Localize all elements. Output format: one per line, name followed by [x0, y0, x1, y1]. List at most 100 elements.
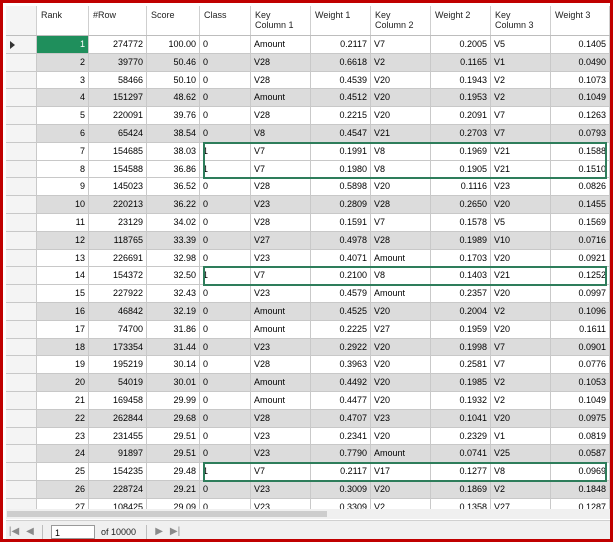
cell-key2[interactable]: Amount — [371, 285, 431, 302]
cell-class[interactable]: 1 — [200, 142, 251, 160]
cell-key2[interactable]: V20 — [371, 374, 431, 391]
cell-w2[interactable]: 0.2005 — [431, 36, 491, 53]
cell-class[interactable]: 0 — [200, 445, 251, 463]
cell-key1[interactable]: V7 — [251, 160, 311, 178]
cell-w3[interactable]: 0.1252 — [551, 267, 610, 285]
cell-key2[interactable]: V23 — [371, 409, 431, 427]
cell-row[interactable]: 195219 — [89, 356, 147, 374]
cell-rank[interactable]: 3 — [37, 71, 89, 89]
row-header-cell[interactable] — [6, 249, 37, 267]
cell-w3[interactable]: 0.0587 — [551, 445, 610, 463]
cell-score[interactable]: 32.43 — [147, 285, 200, 302]
row-header-cell[interactable] — [6, 427, 37, 445]
cell-score[interactable]: 32.19 — [147, 302, 200, 320]
cell-w2[interactable]: 0.1905 — [431, 160, 491, 178]
cell-key1[interactable]: V23 — [251, 445, 311, 463]
cell-w3[interactable]: 0.0969 — [551, 463, 610, 480]
cell-key1[interactable]: Amount — [251, 391, 311, 409]
cell-w1[interactable]: 0.4525 — [311, 302, 371, 320]
table-row[interactable]: 9 145023 36.52 0 V28 0.5898 V20 0.1116 V23 0.0826 — [6, 178, 610, 197]
cell-row[interactable]: 54019 — [89, 374, 147, 391]
cell-w3[interactable]: 0.0901 — [551, 338, 610, 356]
cell-key2[interactable]: V20 — [371, 338, 431, 356]
cell-w1[interactable]: 0.1591 — [311, 213, 371, 231]
cell-score[interactable]: 32.50 — [147, 267, 200, 285]
cell-w2[interactable]: 0.0741 — [431, 445, 491, 463]
table-row[interactable]: 4 151297 48.62 0 Amount 0.4512 V20 0.1953 V2 0.10… — [6, 89, 610, 108]
cell-class[interactable]: 0 — [200, 285, 251, 302]
cell-key3[interactable]: V21 — [491, 142, 551, 160]
table-row[interactable]: 23 231455 29.51 0 V23 0.2341 V20 0.2329 V1 0.0819 — [6, 427, 610, 446]
cell-w1[interactable]: 0.4512 — [311, 89, 371, 107]
cell-w2[interactable]: 0.2703 — [431, 124, 491, 142]
cell-score[interactable]: 39.76 — [147, 107, 200, 124]
cell-key3[interactable]: V20 — [491, 196, 551, 213]
cell-row[interactable]: 154588 — [89, 160, 147, 178]
table-row[interactable]: 1 274772 100.00 0 Amount 0.2117 V7 0.2005 V5 0.14… — [6, 36, 610, 54]
cell-score[interactable]: 36.52 — [147, 178, 200, 196]
cell-w1[interactable]: 0.4071 — [311, 249, 371, 267]
row-header-cell[interactable] — [6, 480, 37, 498]
cell-class[interactable]: 0 — [200, 231, 251, 249]
cell-row[interactable]: 74700 — [89, 320, 147, 338]
row-header-cell[interactable] — [6, 107, 37, 124]
table-row[interactable]: 11 23129 34.02 0 V28 0.1591 V7 0.1578 V5 0.1569 — [6, 213, 610, 232]
column-header-score[interactable]: Score — [147, 6, 200, 35]
cell-score[interactable]: 29.21 — [147, 480, 200, 498]
cell-key3[interactable]: V10 — [491, 231, 551, 249]
cell-w3[interactable]: 0.1588 — [551, 142, 610, 160]
cell-w3[interactable]: 0.0716 — [551, 231, 610, 249]
cell-key2[interactable]: V20 — [371, 71, 431, 89]
cell-w2[interactable]: 0.1932 — [431, 391, 491, 409]
cell-w1[interactable]: 0.4978 — [311, 231, 371, 249]
cell-rank[interactable]: 17 — [37, 320, 89, 338]
cell-key3[interactable]: V25 — [491, 445, 551, 463]
cell-w2[interactable]: 0.1578 — [431, 213, 491, 231]
row-header-cell[interactable] — [6, 231, 37, 249]
cell-rank[interactable]: 13 — [37, 249, 89, 267]
cell-class[interactable]: 0 — [200, 374, 251, 391]
cell-w3[interactable]: 0.0921 — [551, 249, 610, 267]
cell-class[interactable]: 0 — [200, 320, 251, 338]
cell-class[interactable]: 0 — [200, 53, 251, 71]
cell-rank[interactable]: 8 — [37, 160, 89, 178]
cell-key3[interactable]: V7 — [491, 107, 551, 124]
cell-row[interactable]: 108425 — [89, 498, 147, 515]
cell-class[interactable]: 1 — [200, 160, 251, 178]
table-row[interactable]: 24 91897 29.51 0 V23 0.7790 Amount 0.0741 V25 0.0… — [6, 445, 610, 464]
cell-score[interactable]: 100.00 — [147, 36, 200, 53]
row-header-cell[interactable] — [6, 36, 37, 53]
cell-row[interactable]: 173354 — [89, 338, 147, 356]
cell-key1[interactable]: V28 — [251, 178, 311, 196]
cell-w1[interactable]: 0.2117 — [311, 36, 371, 53]
cell-key3[interactable]: V5 — [491, 213, 551, 231]
cell-w3[interactable]: 0.1611 — [551, 320, 610, 338]
cell-class[interactable]: 0 — [200, 36, 251, 53]
column-header-rank[interactable]: Rank — [37, 6, 89, 35]
cell-key1[interactable]: V7 — [251, 267, 311, 285]
cell-key2[interactable]: V2 — [371, 53, 431, 71]
cell-rank[interactable]: 16 — [37, 302, 89, 320]
cell-key1[interactable]: V23 — [251, 480, 311, 498]
cell-class[interactable]: 0 — [200, 498, 251, 515]
cell-rank[interactable]: 22 — [37, 409, 89, 427]
row-header-cell[interactable] — [6, 71, 37, 89]
cell-class[interactable]: 0 — [200, 71, 251, 89]
cell-w1[interactable]: 0.3309 — [311, 498, 371, 515]
cell-key2[interactable]: V28 — [371, 231, 431, 249]
cell-key2[interactable]: V8 — [371, 267, 431, 285]
cell-rank[interactable]: 1 — [37, 36, 89, 53]
cell-rank[interactable]: 25 — [37, 463, 89, 480]
table-row[interactable]: 3 58466 50.10 0 V28 0.4539 V20 0.1943 V2 0.1073 — [6, 71, 610, 90]
cell-w2[interactable]: 0.1403 — [431, 267, 491, 285]
cell-rank[interactable]: 15 — [37, 285, 89, 302]
cell-w3[interactable]: 0.1405 — [551, 36, 610, 53]
row-header-cell[interactable] — [6, 124, 37, 142]
cell-score[interactable]: 31.44 — [147, 338, 200, 356]
table-row[interactable]: 18 173354 31.44 0 V23 0.2922 V20 0.1998 V7 0.0901 — [6, 338, 610, 357]
cell-key1[interactable]: V28 — [251, 53, 311, 71]
cell-key1[interactable]: Amount — [251, 89, 311, 107]
cell-w1[interactable]: 0.1980 — [311, 160, 371, 178]
cell-key2[interactable]: V8 — [371, 142, 431, 160]
cell-key3[interactable]: V20 — [491, 409, 551, 427]
